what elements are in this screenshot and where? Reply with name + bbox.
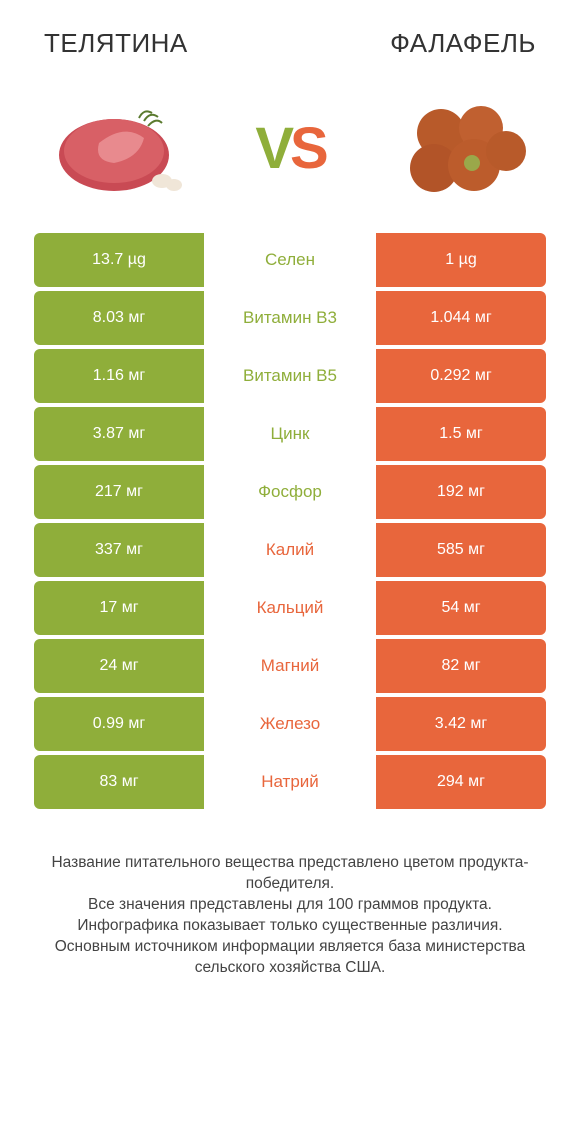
- right-value-cell: 3.42 мг: [376, 697, 546, 751]
- nutrient-label: Железо: [204, 697, 376, 751]
- table-row: 337 мгКалий585 мг: [34, 523, 546, 577]
- left-value-cell: 3.87 мг: [34, 407, 204, 461]
- footer-line: Все значения представлены для 100 граммо…: [40, 895, 540, 916]
- table-row: 13.7 µgСелен1 µg: [34, 233, 546, 287]
- right-value-cell: 54 мг: [376, 581, 546, 635]
- right-value-cell: 0.292 мг: [376, 349, 546, 403]
- falafel-icon: [386, 93, 536, 203]
- footer-notes: Название питательного вещества представл…: [0, 813, 580, 979]
- header: ТЕЛЯТИНА ФАЛАФЕЛЬ: [0, 0, 580, 69]
- right-value-cell: 294 мг: [376, 755, 546, 809]
- right-food-title: ФАЛАФЕЛЬ: [390, 28, 536, 59]
- veal-icon: [44, 93, 194, 203]
- left-value-cell: 217 мг: [34, 465, 204, 519]
- left-value-cell: 8.03 мг: [34, 291, 204, 345]
- table-row: 3.87 мгЦинк1.5 мг: [34, 407, 546, 461]
- table-row: 83 мгНатрий294 мг: [34, 755, 546, 809]
- nutrient-label: Фосфор: [204, 465, 376, 519]
- table-row: 24 мгМагний82 мг: [34, 639, 546, 693]
- right-food-image: [386, 93, 536, 203]
- images-row: VS: [0, 69, 580, 233]
- vs-s: S: [290, 115, 325, 182]
- footer-line: Название питательного вещества представл…: [40, 853, 540, 895]
- nutrient-label: Цинк: [204, 407, 376, 461]
- left-value-cell: 17 мг: [34, 581, 204, 635]
- vs-label: VS: [255, 115, 324, 182]
- footer-line: Инфографика показывает только существенн…: [40, 916, 540, 937]
- table-row: 8.03 мгВитамин B31.044 мг: [34, 291, 546, 345]
- table-row: 217 мгФосфор192 мг: [34, 465, 546, 519]
- left-value-cell: 1.16 мг: [34, 349, 204, 403]
- right-value-cell: 1 µg: [376, 233, 546, 287]
- footer-line: Основным источником информации является …: [40, 937, 540, 979]
- left-value-cell: 0.99 мг: [34, 697, 204, 751]
- table-row: 0.99 мгЖелезо3.42 мг: [34, 697, 546, 751]
- left-value-cell: 83 мг: [34, 755, 204, 809]
- nutrient-label: Калий: [204, 523, 376, 577]
- right-value-cell: 192 мг: [376, 465, 546, 519]
- right-value-cell: 82 мг: [376, 639, 546, 693]
- right-value-cell: 1.5 мг: [376, 407, 546, 461]
- comparison-table: 13.7 µgСелен1 µg8.03 мгВитамин B31.044 м…: [0, 233, 580, 813]
- nutrient-label: Кальций: [204, 581, 376, 635]
- nutrient-label: Магний: [204, 639, 376, 693]
- nutrient-label: Селен: [204, 233, 376, 287]
- left-food-image: [44, 93, 194, 203]
- left-value-cell: 24 мг: [34, 639, 204, 693]
- right-value-cell: 1.044 мг: [376, 291, 546, 345]
- left-value-cell: 337 мг: [34, 523, 204, 577]
- nutrient-label: Витамин B3: [204, 291, 376, 345]
- right-value-cell: 585 мг: [376, 523, 546, 577]
- left-value-cell: 13.7 µg: [34, 233, 204, 287]
- left-food-title: ТЕЛЯТИНА: [44, 28, 188, 59]
- table-row: 1.16 мгВитамин B50.292 мг: [34, 349, 546, 403]
- nutrient-label: Витамин B5: [204, 349, 376, 403]
- vs-v: V: [255, 115, 290, 182]
- nutrient-label: Натрий: [204, 755, 376, 809]
- table-row: 17 мгКальций54 мг: [34, 581, 546, 635]
